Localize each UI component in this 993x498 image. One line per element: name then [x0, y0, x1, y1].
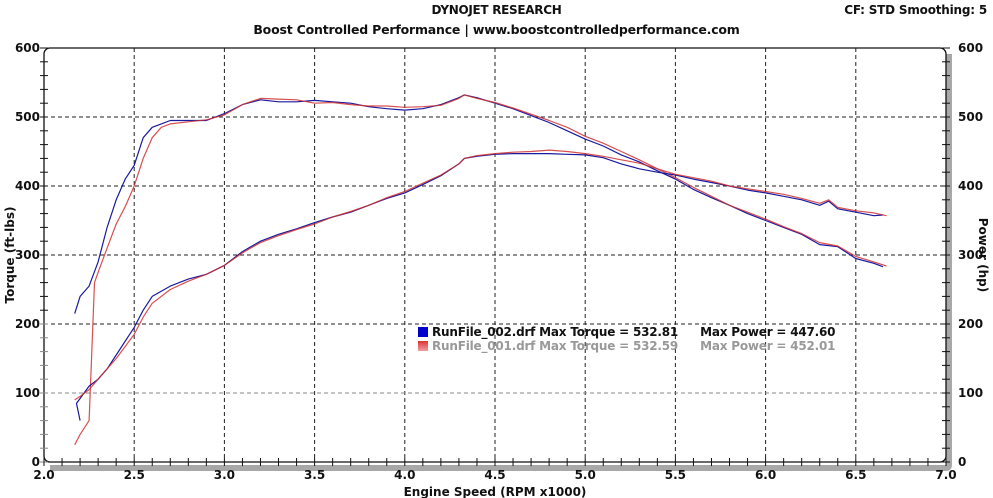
- x-tick-label: 6.5: [845, 468, 866, 482]
- y-tick-label: 0: [32, 455, 40, 469]
- series-line: [74, 94, 887, 446]
- y2-tick-label: 300: [958, 248, 983, 262]
- series-line: [74, 94, 884, 314]
- legend-swatch-red: [417, 341, 428, 351]
- x-tick-label: 4.5: [484, 468, 505, 482]
- x-tick-label: 7.0: [935, 468, 956, 482]
- frame-shadow: [50, 54, 952, 471]
- y-tick-label: 100: [15, 386, 40, 400]
- legend-torque-label: RunFile_002.drf Max Torque = 532.81: [431, 325, 679, 339]
- correction-info: CF: STD Smoothing: 5: [844, 3, 987, 17]
- y2-tick-label: 100: [958, 386, 983, 400]
- y-tick-label: 600: [15, 41, 40, 55]
- legend-swatch-blue: [417, 327, 428, 337]
- x-tick-label: 5.0: [575, 468, 596, 482]
- x-tick-label: 3.0: [214, 468, 235, 482]
- series-line: [75, 153, 883, 421]
- x-tick-label: 5.5: [665, 468, 686, 482]
- y-tick-label: 500: [15, 110, 40, 124]
- x-axis-title: Engine Speed (RPM x1000): [404, 485, 587, 498]
- y-tick-label: 300: [15, 248, 40, 262]
- y2-tick-label: 200: [958, 317, 983, 331]
- x-tick-label: 2.0: [33, 468, 54, 482]
- chart-subtitle: Boost Controlled Performance | www.boost…: [253, 22, 740, 37]
- y-tick-label: 200: [15, 317, 40, 331]
- x-tick-label: 3.5: [304, 468, 325, 482]
- chart-title: DYNOJET RESEARCH: [431, 3, 562, 17]
- y2-tick-label: 0: [958, 455, 966, 469]
- legend-power-label: Max Power = 447.60: [700, 325, 836, 339]
- legend-torque-label: RunFile_001.drf Max Torque = 532.59: [431, 339, 679, 353]
- legend-item-runfile-001: RunFile_001.drf Max Torque = 532.59 Max P…: [410, 325, 836, 353]
- y2-tick-label: 600: [958, 41, 983, 55]
- legend-power-label: Max Power = 452.01: [700, 339, 836, 353]
- y2-tick-label: 400: [958, 179, 983, 193]
- y-axis-title: Torque (ft-lbs): [3, 207, 17, 304]
- y2-tick-label: 500: [958, 110, 983, 124]
- y-tick-label: 400: [15, 179, 40, 193]
- legend-item-runfile-002: RunFile_002.drf Max Torque = 532.81 Max P…: [410, 311, 836, 339]
- y2-axis-title: Power (hp): [976, 218, 990, 292]
- series-line: [74, 149, 887, 401]
- x-tick-label: 2.5: [124, 468, 145, 482]
- x-tick-label: 6.0: [755, 468, 776, 482]
- x-tick-label: 4.0: [394, 468, 415, 482]
